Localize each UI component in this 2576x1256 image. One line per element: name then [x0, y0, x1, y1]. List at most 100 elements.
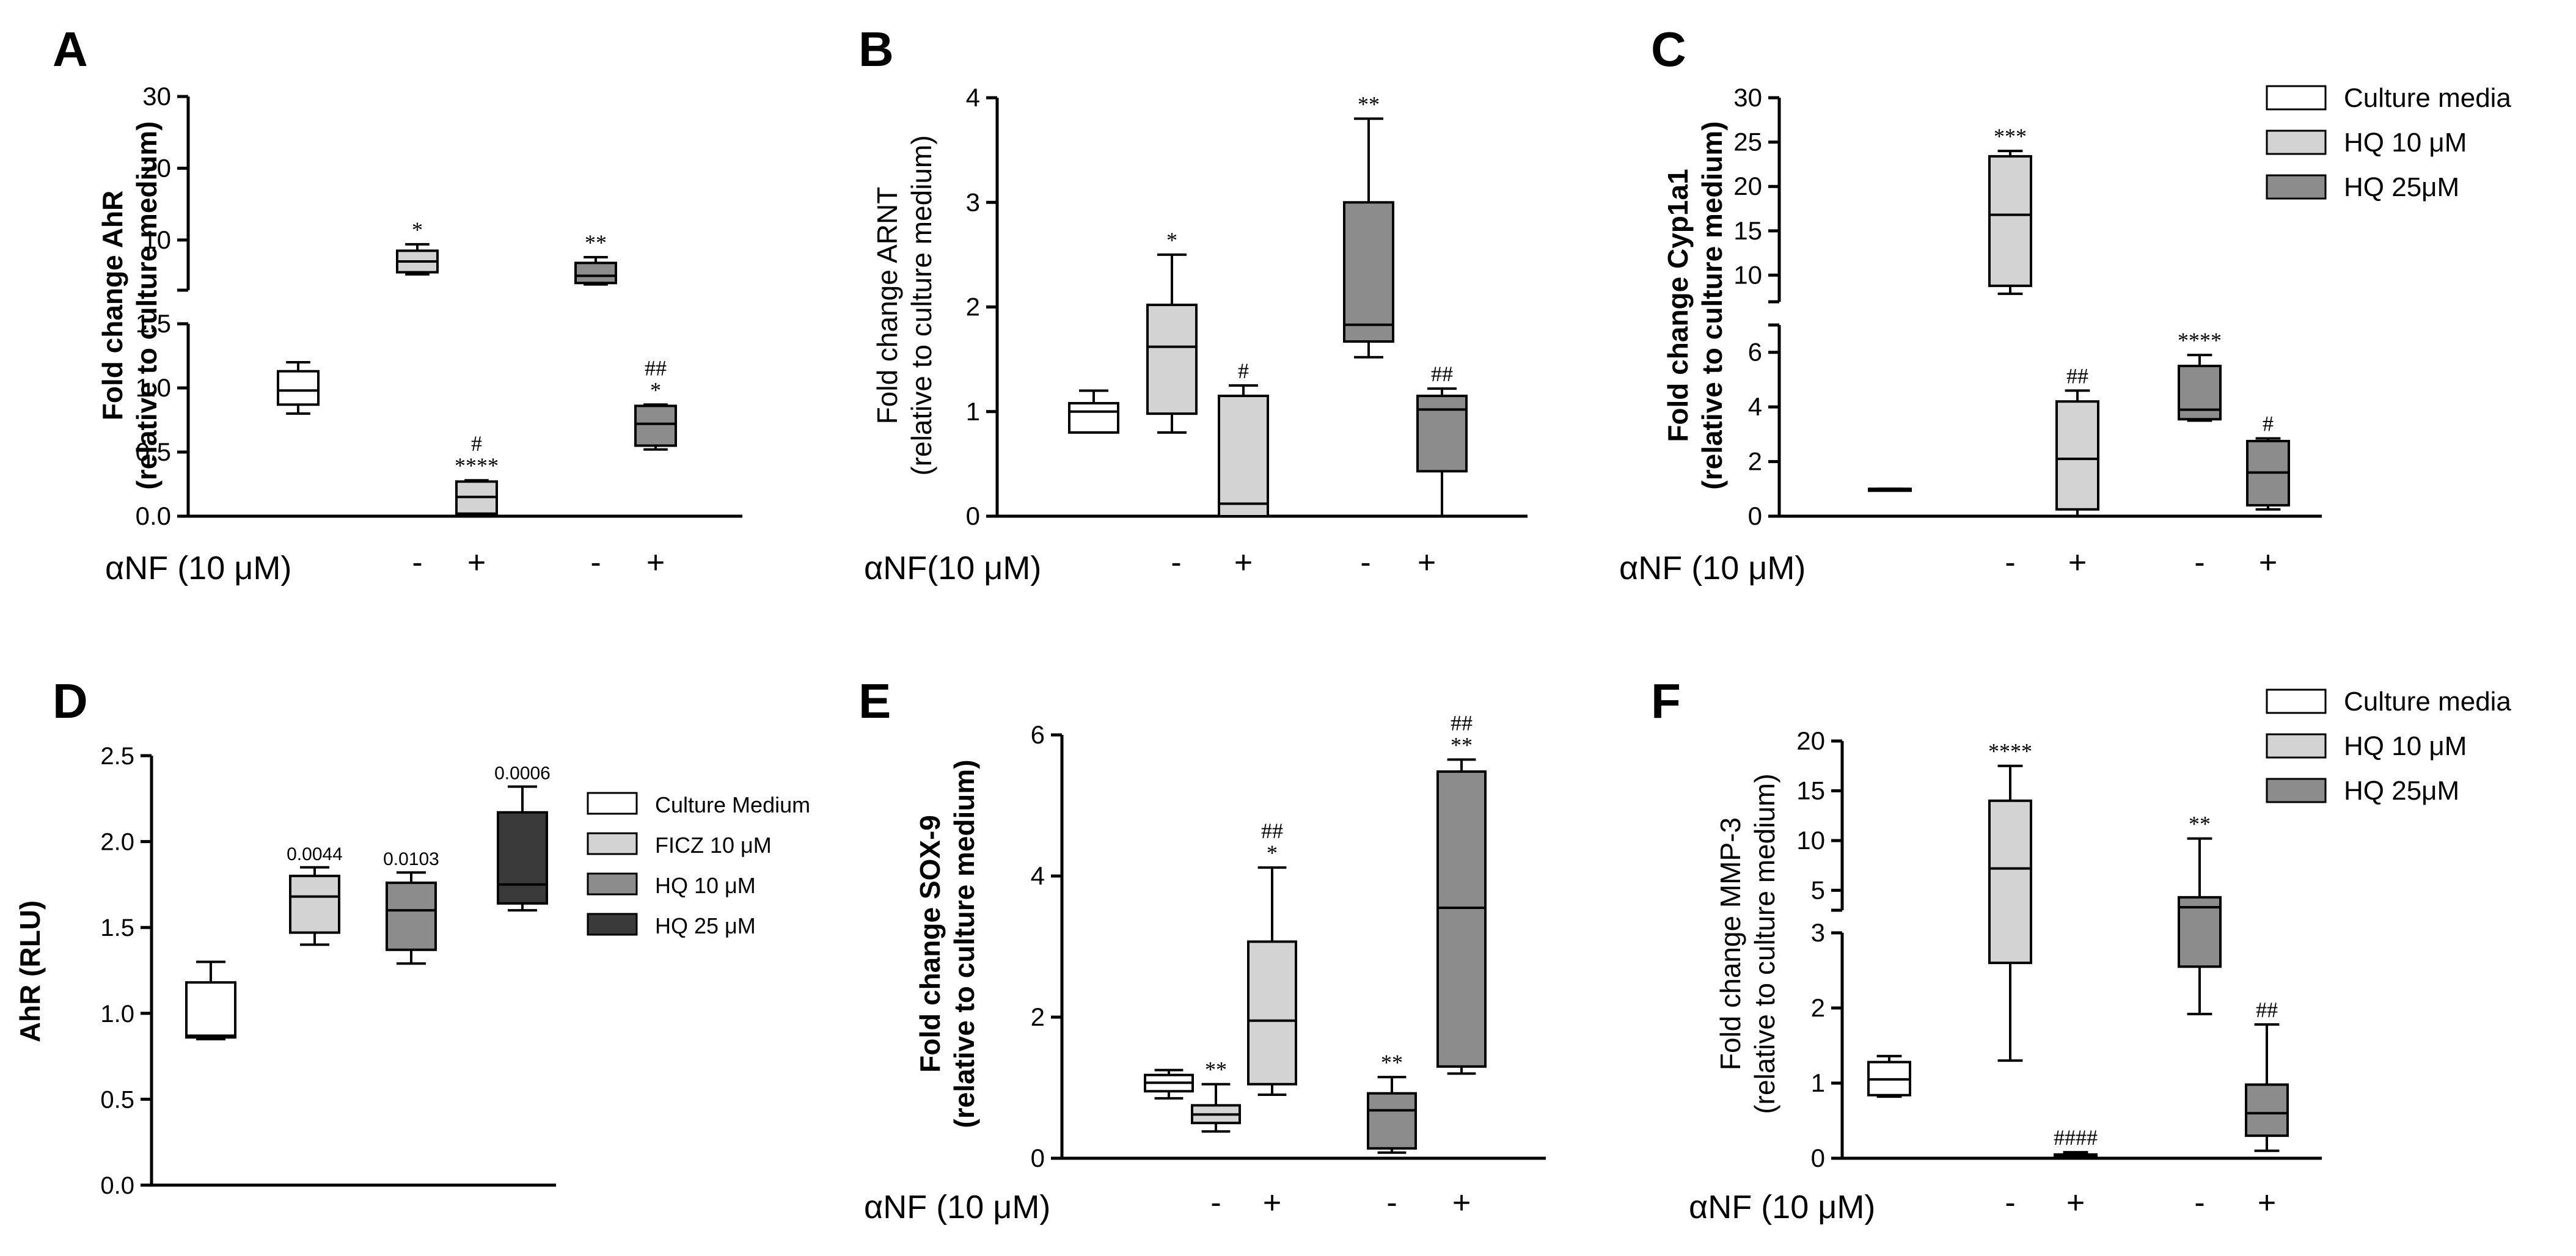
box	[2245, 1083, 2289, 1137]
treatment-sign: -	[1386, 1185, 1397, 1221]
legend-swatch	[587, 872, 638, 896]
panel-letter-f: F	[1651, 674, 1681, 728]
y-tick-label: 3	[1811, 918, 1825, 947]
box-group: **	[574, 230, 617, 286]
significance-label: *	[650, 378, 661, 402]
y-tick-label: 2	[1748, 447, 1762, 476]
y-tick-label: 20	[1796, 726, 1825, 755]
significance-label: *	[1166, 228, 1177, 252]
legend-d: Culture Medium FICZ 10 μM HQ 10 μM HQ 25 μM	[587, 792, 810, 938]
box	[277, 370, 320, 406]
legend-swatch	[2266, 688, 2327, 714]
box	[1218, 395, 1269, 517]
y-tick-label: 1	[1811, 1068, 1825, 1097]
significance-label: 0.0006	[494, 764, 551, 784]
y-tick-label: 1.5	[136, 309, 171, 338]
treatment-sign: +	[2068, 545, 2087, 580]
treatment-sign: +	[2259, 545, 2277, 580]
treatment-sign: -	[412, 545, 422, 580]
legend-label: HQ 25μM	[2344, 172, 2459, 202]
legend-swatch	[2266, 733, 2327, 759]
box-group	[1068, 389, 1119, 434]
y-tick-label: 0.5	[136, 437, 171, 466]
y-tick-label: 10	[1733, 260, 1762, 289]
y-tick-label: 0.0	[136, 502, 171, 530]
y-tick-label: 0	[1748, 502, 1762, 530]
box-group	[1144, 1068, 1194, 1100]
panel-d: 0.0 0.5 1.0 1.5 2.0 2.5 AhR (RLU) 0.0044 0.0103 0…	[14, 743, 556, 1199]
legend-swatch	[2266, 778, 2327, 803]
box	[574, 261, 617, 285]
y-axis-title: Fold change ARNT(relative to culture med…	[871, 135, 937, 475]
significance-label: #	[2263, 412, 2274, 436]
box	[1988, 799, 2032, 965]
significance-label: ####	[2054, 1125, 2098, 1150]
y-tick-label: 20	[1733, 172, 1762, 200]
panel-letter-c: C	[1651, 22, 1686, 76]
significance-label: ****	[455, 453, 499, 478]
box-group: ***	[1988, 124, 2032, 295]
y-tick-label: 3	[966, 188, 980, 216]
y-tick-label: 6	[1748, 338, 1762, 367]
box-group: #	[2246, 412, 2290, 511]
y-tick-label: 4	[966, 83, 980, 112]
box-group: ##	[2245, 998, 2289, 1152]
box-group: ****	[2178, 328, 2222, 422]
treatment-label-f: αNF (10 μM)	[1689, 1189, 1875, 1225]
y-axis-title-line: (relative to culture medium)	[131, 121, 163, 489]
y-tick-label: 2	[1811, 993, 1825, 1022]
y-axis-title-line: AhR (RLU)	[14, 900, 46, 1043]
box	[1988, 155, 2032, 287]
panel-b: 0 1 2 3 4 Fold change ARNT(relative to cultur…	[871, 83, 1528, 580]
legend-swatch	[587, 913, 638, 936]
significance-label: #	[471, 431, 482, 456]
legend-label: FICZ 10 μM	[655, 833, 772, 858]
significance-label: **	[585, 230, 607, 255]
treatment-sign: +	[1263, 1185, 1281, 1221]
treatment-sign: -	[2194, 1185, 2205, 1221]
y-tick-label: 25	[1733, 128, 1762, 156]
y-tick-label: 0	[966, 502, 980, 530]
legend-swatch	[2266, 85, 2327, 111]
significance-label: 0.0044	[287, 844, 343, 864]
box-group: ##	[2055, 363, 2099, 517]
box	[1343, 201, 1394, 343]
significance-label: *	[412, 217, 423, 242]
panel-letter-a: A	[53, 22, 88, 76]
y-axis-title-line: (relative to culture medium)	[906, 135, 937, 475]
significance-label: 0.0103	[383, 849, 439, 869]
y-tick-label: 6	[1031, 720, 1045, 749]
box-group: ##*	[634, 356, 677, 451]
treatment-label-c: αNF (10 μM)	[1619, 550, 1806, 586]
box	[386, 882, 437, 951]
treatment-sign: -	[2005, 545, 2015, 580]
box-group: 0.0006	[494, 764, 551, 912]
y-tick-label: 30	[1733, 83, 1762, 112]
significance-label: ##	[1261, 819, 1283, 843]
box	[1068, 402, 1119, 434]
panel-a: 0.0 0.5 1.0 1.5 10 20 30 Fold change AhR(relati…	[97, 82, 742, 580]
legend-label: Culture media	[2344, 687, 2511, 717]
box	[1436, 770, 1487, 1068]
treatment-sign: +	[1234, 545, 1253, 580]
panel-e: 0 2 4 6 Fold change SOX-9(relative to cultur…	[914, 710, 1546, 1221]
treatment-label-b: αNF(10 μM)	[864, 550, 1041, 586]
legend-swatch	[2266, 130, 2327, 155]
treatment-sign: +	[2258, 1185, 2276, 1221]
y-tick-label: 10	[1796, 826, 1825, 855]
y-tick-label: 1	[966, 397, 980, 426]
legend-label: HQ 25μM	[2344, 776, 2459, 806]
y-tick-label: 10	[142, 225, 171, 254]
treatment-sign: -	[590, 545, 601, 580]
y-tick-label: 4	[1748, 392, 1762, 421]
y-tick-label: 0	[1031, 1144, 1045, 1172]
box-group: ##*	[1247, 819, 1297, 1097]
box-group: #****	[455, 431, 499, 517]
panel-letter-b: B	[858, 22, 894, 76]
box	[2178, 365, 2222, 421]
significance-label: **	[1381, 1050, 1403, 1075]
y-axis-title: Fold change Cyp1a1(relative to culture m…	[1662, 121, 1728, 489]
y-axis-title: Fold change AhR(relative to culture medi…	[97, 121, 163, 489]
